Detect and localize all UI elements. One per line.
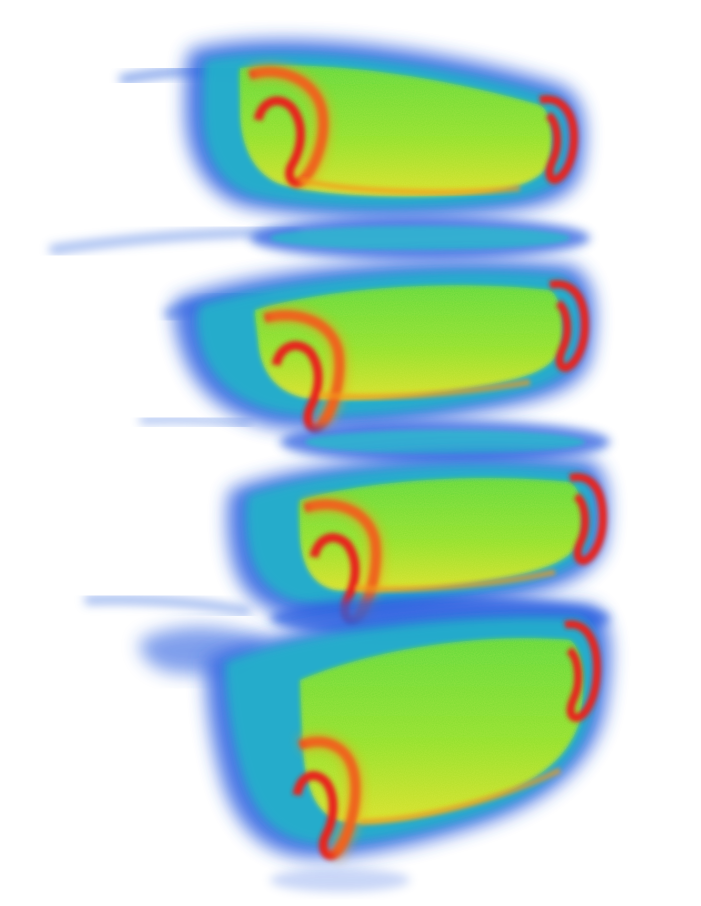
intervertebral-disc (139, 415, 610, 464)
vertebral-segment (227, 455, 609, 627)
vertebral-segment (139, 604, 611, 892)
vertebral-segment (163, 259, 595, 435)
vertebral-segment (119, 40, 585, 218)
intervertebral-disc (49, 216, 590, 260)
